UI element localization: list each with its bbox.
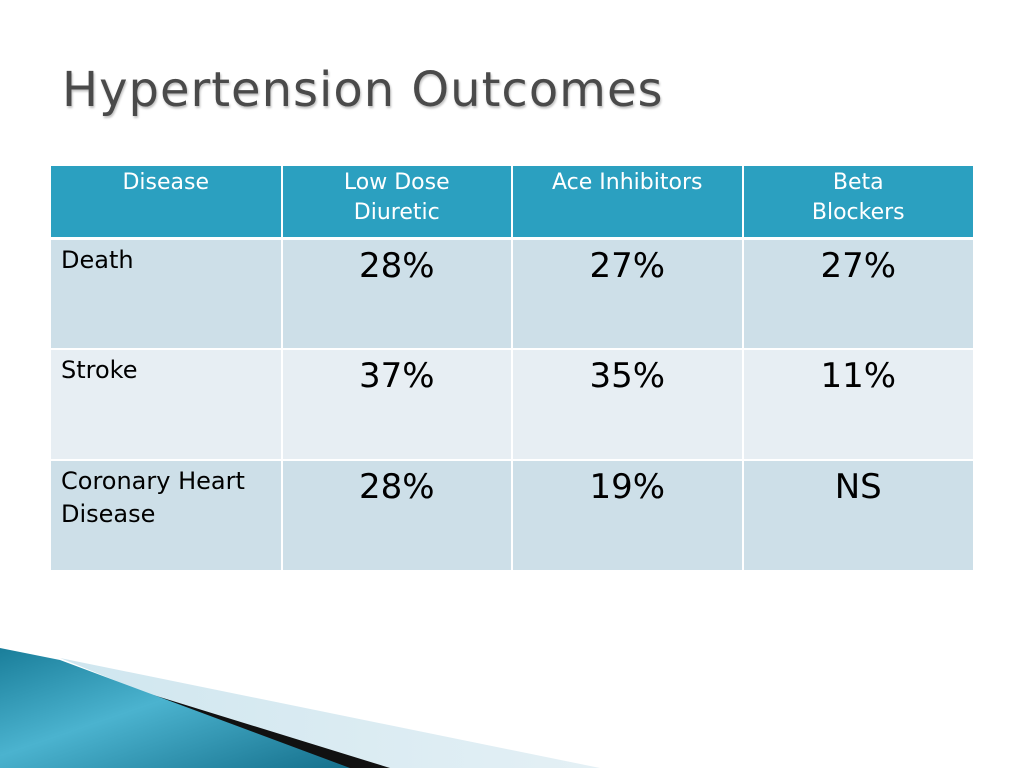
swoosh-pale-band (60, 658, 600, 768)
cell-ace-inhibitors: 35% (512, 349, 744, 461)
cell-ace-inhibitors: 19% (512, 460, 744, 572)
cell-low-dose-diuretic: 28% (281, 460, 513, 572)
header-label: Beta Blockers (811, 170, 905, 225)
cell-low-dose-diuretic: 37% (281, 349, 513, 461)
header-disease: Disease (51, 166, 283, 240)
row-label: Stroke (51, 349, 283, 461)
table-row-coronary-heart-disease: Coronary Heart Disease 28% 19% NS (51, 460, 973, 572)
header-label: Low Dose Diuretic (343, 170, 450, 225)
corner-swoosh-decoration (0, 648, 600, 768)
disease-name: Stroke (61, 356, 138, 384)
disease-name: Coronary Heart Disease (61, 467, 245, 528)
cell-ace-inhibitors: 27% (512, 238, 744, 350)
table-row-death: Death 28% 27% 27% (51, 238, 973, 350)
disease-name: Death (61, 245, 134, 274)
row-label: Death (51, 238, 283, 350)
cell-beta-blockers: 27% (742, 238, 973, 350)
table-row-stroke: Stroke 37% 35% 11% (51, 349, 973, 461)
cell-beta-blockers: 11% (742, 349, 973, 461)
header-low-dose-diuretic: Low Dose Diuretic (281, 166, 513, 240)
cell-beta-blockers: NS (742, 460, 973, 572)
swoosh-teal-wedge (0, 648, 350, 768)
header-ace-inhibitors: Ace Inhibitors (512, 166, 744, 240)
cell-low-dose-diuretic: 28% (281, 238, 513, 350)
table-header-row: Disease Low Dose Diuretic Ace Inhibitors… (51, 166, 973, 240)
header-label: Disease (122, 170, 210, 195)
slide-title: Hypertension Outcomes (62, 62, 664, 118)
header-beta-blockers: Beta Blockers (742, 166, 973, 240)
outcomes-table: Disease Low Dose Diuretic Ace Inhibitors… (51, 166, 973, 572)
outcomes-table-container: Disease Low Dose Diuretic Ace Inhibitors… (51, 166, 973, 572)
row-label: Coronary Heart Disease (51, 460, 283, 572)
header-label: Ace Inhibitors (552, 170, 703, 195)
